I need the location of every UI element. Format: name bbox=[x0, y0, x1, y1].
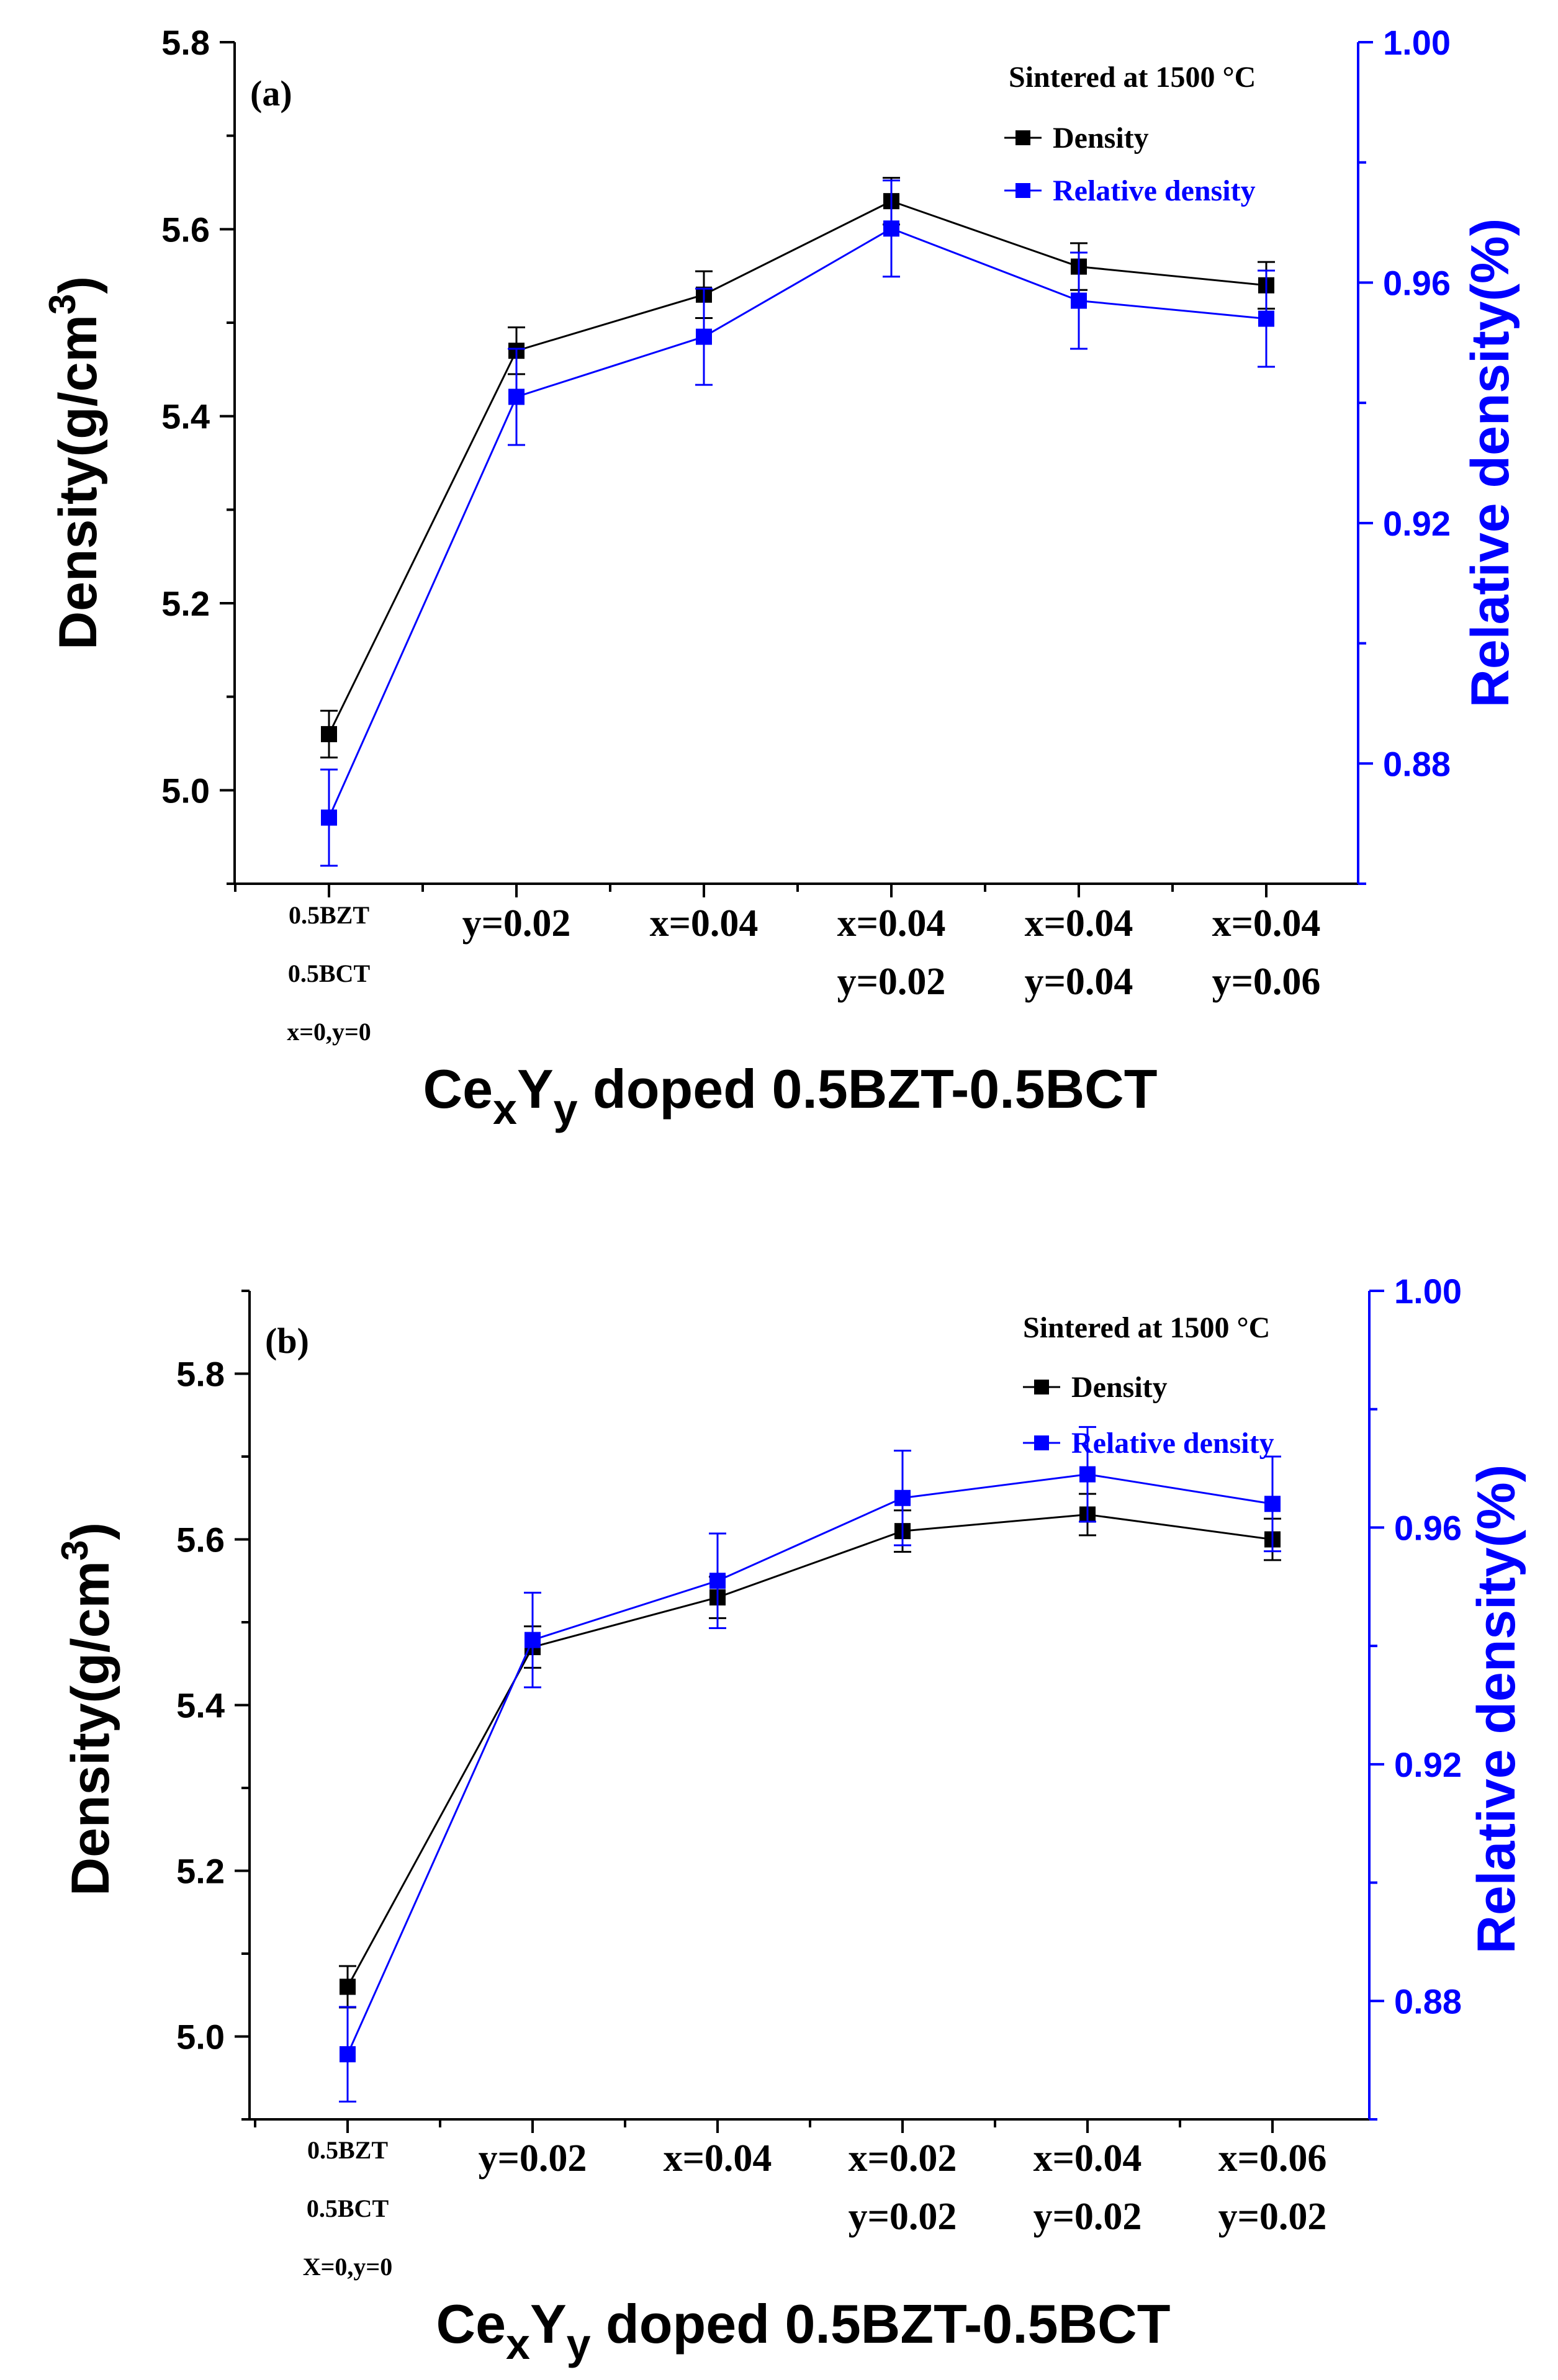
x-category-label: y=0.06 bbox=[1212, 961, 1321, 1003]
data-point-marker bbox=[1264, 1496, 1281, 1512]
data-point-marker bbox=[340, 2046, 356, 2063]
y2-tick-label: 0.96 bbox=[1383, 263, 1451, 302]
annotation: Sintered at 1500 °C bbox=[1023, 1311, 1270, 1344]
y-tick-label: 5.8 bbox=[161, 23, 210, 62]
data-point-marker bbox=[1071, 292, 1087, 309]
x-category-label: x=0,y=0 bbox=[287, 1018, 371, 1046]
data-point-marker bbox=[508, 388, 525, 405]
annotation: Sintered at 1500 °C bbox=[1009, 61, 1256, 94]
y-tick-label: 5.4 bbox=[176, 1686, 225, 1725]
y2-tick-label: 0.88 bbox=[1383, 744, 1451, 783]
y-tick-label: 5.6 bbox=[176, 1520, 225, 1560]
chart-panel-b: 5.0 5.2 5.4 5.6 5.8 0.88 0.92 0.96 1.00 0.5BZT 0.5… bbox=[54, 1272, 1526, 2368]
x-category-label: x=0.04 bbox=[1212, 902, 1321, 945]
series-line bbox=[346, 1513, 1273, 1988]
x-category-label: x=0.04 bbox=[837, 902, 946, 945]
x-category-label: x=0.04 bbox=[1033, 2137, 1142, 2180]
y2-tick-label: 0.92 bbox=[1394, 1745, 1462, 1784]
x-category-label: x=0.04 bbox=[664, 2137, 772, 2180]
series-relative-density bbox=[320, 179, 1275, 867]
y2-tick-label: 0.88 bbox=[1394, 1982, 1462, 2021]
x-category-label: 0.5BZT bbox=[307, 2136, 388, 2164]
y-tick-label: 5.2 bbox=[161, 584, 210, 623]
series-relative-density bbox=[339, 1426, 1281, 2103]
series-density bbox=[320, 176, 1275, 759]
x-category-label: x=0.04 bbox=[1025, 902, 1133, 945]
data-point-marker bbox=[340, 1978, 356, 1995]
data-point-marker bbox=[525, 1632, 541, 1648]
data-point-marker bbox=[321, 809, 337, 826]
y2-tick-label: 0.96 bbox=[1394, 1508, 1462, 1547]
panel-label: (b) bbox=[265, 1321, 309, 1361]
legend: Density Relative density bbox=[1023, 1371, 1274, 1460]
series-line bbox=[328, 227, 1267, 819]
series-density bbox=[339, 1493, 1281, 2009]
y-tick-label: 5.2 bbox=[176, 1852, 225, 1891]
legend: Density Relative density bbox=[1004, 122, 1256, 207]
data-point-marker bbox=[883, 220, 899, 237]
legend-marker bbox=[1034, 1380, 1049, 1394]
y-tick-label: 5.8 bbox=[176, 1355, 225, 1394]
x-category-label: y=0.02 bbox=[837, 961, 946, 1003]
legend-label: Density bbox=[1071, 1371, 1168, 1404]
data-point-marker bbox=[321, 725, 337, 742]
data-point-marker bbox=[1079, 1466, 1096, 1483]
y-axis-title: Density(g/cm3) bbox=[42, 276, 108, 650]
x-category-label: x=0.02 bbox=[849, 2137, 957, 2180]
x-category-label: x=0.04 bbox=[650, 902, 759, 945]
x-category-label: 0.5BCT bbox=[307, 2194, 389, 2222]
y2-axis-title: Relative density(%) bbox=[1467, 1465, 1526, 1954]
legend-label: Relative density bbox=[1071, 1427, 1274, 1460]
y-tick-label: 5.0 bbox=[176, 2018, 225, 2057]
x-category-label: X=0,y=0 bbox=[303, 2253, 392, 2281]
y-tick-label: 5.6 bbox=[161, 210, 210, 249]
x-category-label: 0.5BCT bbox=[288, 959, 371, 987]
x-category-label: 0.5BZT bbox=[289, 901, 369, 929]
x-category-label: x=0.06 bbox=[1218, 2137, 1327, 2180]
legend-marker bbox=[1034, 1435, 1049, 1450]
series-line bbox=[328, 200, 1267, 735]
x-category-label: y=0.02 bbox=[1218, 2196, 1327, 2238]
series-line bbox=[346, 1473, 1273, 2055]
x-category-label: y=0.02 bbox=[1033, 2196, 1142, 2238]
data-point-marker bbox=[894, 1489, 911, 1506]
y-axis-title: Density(g/cm3) bbox=[54, 1522, 120, 1896]
legend-marker bbox=[1015, 130, 1030, 145]
panel-label: (a) bbox=[250, 73, 292, 114]
y2-axis-title: Relative density(%) bbox=[1461, 218, 1520, 708]
x-axis-title: CexYy doped 0.5BZT-0.5BCT bbox=[436, 2293, 1171, 2368]
legend-label: Density bbox=[1053, 122, 1149, 155]
y2-tick-label: 0.92 bbox=[1383, 504, 1451, 543]
legend-label: Relative density bbox=[1053, 174, 1256, 207]
x-category-label: y=0.02 bbox=[479, 2137, 587, 2180]
y2-tick-label: 1.00 bbox=[1383, 23, 1451, 62]
x-category-label: y=0.02 bbox=[849, 2196, 957, 2238]
data-point-marker bbox=[709, 1573, 726, 1589]
y2-tick-label: 1.00 bbox=[1394, 1272, 1462, 1311]
x-category-label: y=0.02 bbox=[462, 902, 571, 945]
x-category-label: y=0.04 bbox=[1025, 961, 1133, 1003]
y-tick-label: 5.0 bbox=[161, 771, 210, 810]
data-point-marker bbox=[696, 328, 712, 345]
y-tick-label: 5.4 bbox=[161, 397, 210, 436]
data-point-marker bbox=[1258, 310, 1274, 327]
chart-panel-a: 5.0 5.2 5.4 5.6 5.8 0.88 0.92 0.96 1.00 0.5BZT 0.5… bbox=[42, 23, 1520, 1133]
x-axis-title: CexYy doped 0.5BZT-0.5BCT bbox=[423, 1058, 1158, 1133]
legend-marker bbox=[1015, 183, 1030, 198]
